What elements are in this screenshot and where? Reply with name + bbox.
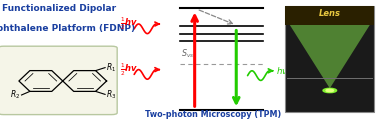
Text: $\frac{1}{2}$hv: $\frac{1}{2}$hv: [120, 61, 139, 78]
Circle shape: [323, 88, 336, 93]
FancyBboxPatch shape: [285, 6, 374, 25]
FancyBboxPatch shape: [285, 6, 374, 112]
Text: $R_2$: $R_2$: [10, 89, 20, 101]
Text: Naphthalene Platform (FDNP): Naphthalene Platform (FDNP): [0, 24, 135, 33]
Text: Two-photon Microscopy (TPM): Two-photon Microscopy (TPM): [146, 110, 282, 119]
Circle shape: [326, 89, 334, 92]
Text: $\frac{1}{2}$hv: $\frac{1}{2}$hv: [120, 16, 139, 32]
Polygon shape: [290, 25, 370, 88]
Text: $R_1$: $R_1$: [106, 61, 116, 74]
FancyBboxPatch shape: [0, 46, 117, 115]
Text: $S_{vs}$: $S_{vs}$: [181, 48, 195, 60]
Text: $R_3$: $R_3$: [106, 88, 116, 101]
Text: $h\nu$: $h\nu$: [276, 65, 288, 76]
Text: Functionalized Dipolar: Functionalized Dipolar: [2, 4, 116, 13]
Text: Lens: Lens: [319, 9, 341, 18]
